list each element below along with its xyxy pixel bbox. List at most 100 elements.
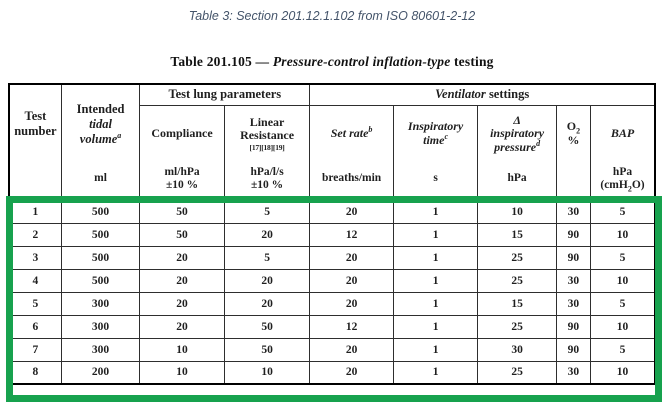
header-intended-plain: Intended: [76, 101, 125, 116]
unit-bap: hPa (cmH2O): [590, 163, 656, 201]
header-compliance: Compliance: [139, 104, 225, 164]
table-cell: 5: [590, 337, 656, 362]
table-title-emphasis: Pressure-control inflation-type: [272, 54, 451, 69]
table-cell: 20: [309, 337, 394, 362]
group-header-ventilator-settings: Ventilator settings: [309, 83, 656, 106]
table-cell: 5: [590, 199, 656, 224]
table-cell: 20: [223, 222, 311, 247]
document-caption: Table 3: Section 201.12.1.102 from ISO 8…: [188, 9, 476, 23]
table-cell: 1: [392, 199, 479, 224]
pressure-control-testing-table: Test number Intended tidal volumea Test lu…: [8, 83, 656, 385]
unit-intended-tidal-volume: ml: [60, 163, 141, 201]
table-cell: 1: [392, 268, 479, 293]
table-title: Table 201.105 — Pressure-control inflati…: [0, 54, 664, 70]
header-set-rate: Set rateb: [309, 104, 394, 164]
table-cell: 1: [392, 337, 479, 362]
table-cell: 1: [392, 222, 479, 247]
table-cell: 12: [309, 222, 394, 247]
table-cell: 90: [555, 222, 592, 247]
table-cell: 20: [309, 245, 394, 270]
table-cell: 200: [60, 360, 141, 385]
table-cell: 20: [223, 268, 311, 293]
table-cell: 15: [477, 291, 557, 316]
table-cell: 50: [223, 337, 311, 362]
table-cell: 12: [309, 314, 394, 339]
header-intended-italic-1: tidal: [89, 116, 112, 131]
table-row-test-4: 4 500 20 20 20 1 25 30 10: [8, 268, 656, 293]
table-row-test-1: 1 500 50 5 20 1 10 30 5: [8, 199, 656, 224]
footnote-ref-c: c: [444, 132, 449, 142]
table-cell: 20: [309, 268, 394, 293]
table-cell: 5: [590, 291, 656, 316]
table-cell: 5: [223, 199, 311, 224]
table-cell: 25: [477, 245, 557, 270]
table-cell: 25: [477, 360, 557, 385]
table-cell: 2: [8, 222, 62, 247]
table-cell: 20: [309, 291, 394, 316]
table-cell: 500: [60, 222, 141, 247]
delta-symbol: Δ: [513, 112, 521, 127]
table-row-test-3: 3 500 20 5 20 1 25 90 5: [8, 245, 656, 270]
table-cell: 90: [555, 245, 592, 270]
table-cell: 1: [392, 245, 479, 270]
header-intended-italic-2: volumea: [79, 130, 122, 146]
table-cell: 1: [392, 314, 479, 339]
table-cell: 20: [309, 360, 394, 385]
table-cell: 5: [8, 291, 62, 316]
table-cell: 500: [60, 199, 141, 224]
unit-set-rate: breaths/min: [309, 163, 394, 201]
table-cell: 1: [392, 291, 479, 316]
table-cell: 7: [8, 337, 62, 362]
table-cell: 10: [590, 268, 656, 293]
header-inspiratory-time: Inspiratory timec: [392, 104, 479, 164]
footnote-ref-b: b: [368, 125, 373, 135]
group-header-test-lung-parameters: Test lung parameters: [139, 83, 311, 106]
table-cell: 20: [139, 268, 225, 293]
table-cell: 50: [139, 199, 225, 224]
table-cell: 300: [60, 337, 141, 362]
header-intended-tidal-volume: Intended tidal volumea: [60, 83, 141, 164]
unit-compliance: ml/hPa ±10 %: [139, 163, 225, 201]
table-cell: 300: [60, 291, 141, 316]
unit-o2-empty: [555, 163, 592, 201]
table-cell: 15: [477, 222, 557, 247]
table-title-prefix: Table 201.105 —: [170, 54, 273, 69]
table-cell: 4: [8, 268, 62, 293]
header-bap: BAP: [590, 104, 656, 164]
table-cell: 10: [590, 314, 656, 339]
table-cell: 1: [392, 360, 479, 385]
table-row-test-7: 7 300 10 50 20 1 30 90 5: [8, 337, 656, 362]
table-cell: 30: [555, 360, 592, 385]
table-cell: 30: [477, 337, 557, 362]
table-row-test-8: 8 200 10 10 20 1 25 30 10: [8, 360, 656, 385]
table-title-suffix: testing: [450, 54, 494, 69]
table-cell: 500: [60, 245, 141, 270]
unit-linear-resistance: hPa/l/s ±10 %: [223, 163, 311, 201]
unit-delta-inspiratory-pressure: hPa: [477, 163, 557, 201]
table-cell: 10: [139, 360, 225, 385]
table-cell: 20: [309, 199, 394, 224]
reference-numbers: [17][18][19]: [249, 143, 285, 153]
table-cell: 5: [590, 245, 656, 270]
table-container: Test number Intended tidal volumea Test lu…: [0, 83, 664, 402]
header-test-number: Test number: [8, 83, 62, 164]
header-o2-percent: O2%: [555, 104, 592, 164]
table-cell: 500: [60, 268, 141, 293]
table-cell: 90: [555, 337, 592, 362]
table-row-test-2: 2 500 50 20 12 1 15 90 10: [8, 222, 656, 247]
table-row-test-5: 5 300 20 20 20 1 15 30 5: [8, 291, 656, 316]
table-cell: 30: [555, 199, 592, 224]
table-cell: 300: [60, 314, 141, 339]
table-row-test-6: 6 300 20 50 12 1 25 90 10: [8, 314, 656, 339]
table-cell: 90: [555, 314, 592, 339]
table-cell: 25: [477, 314, 557, 339]
table-cell: 50: [223, 314, 311, 339]
header-linear-resistance: Linear Resistance [17][18][19]: [223, 104, 311, 164]
table-cell: 30: [555, 291, 592, 316]
o2-label: O2: [566, 119, 581, 136]
table-cell: 8: [8, 360, 62, 385]
table-cell: 1: [8, 199, 62, 224]
table-cell: 20: [223, 291, 311, 316]
table-cell: 10: [223, 360, 311, 385]
